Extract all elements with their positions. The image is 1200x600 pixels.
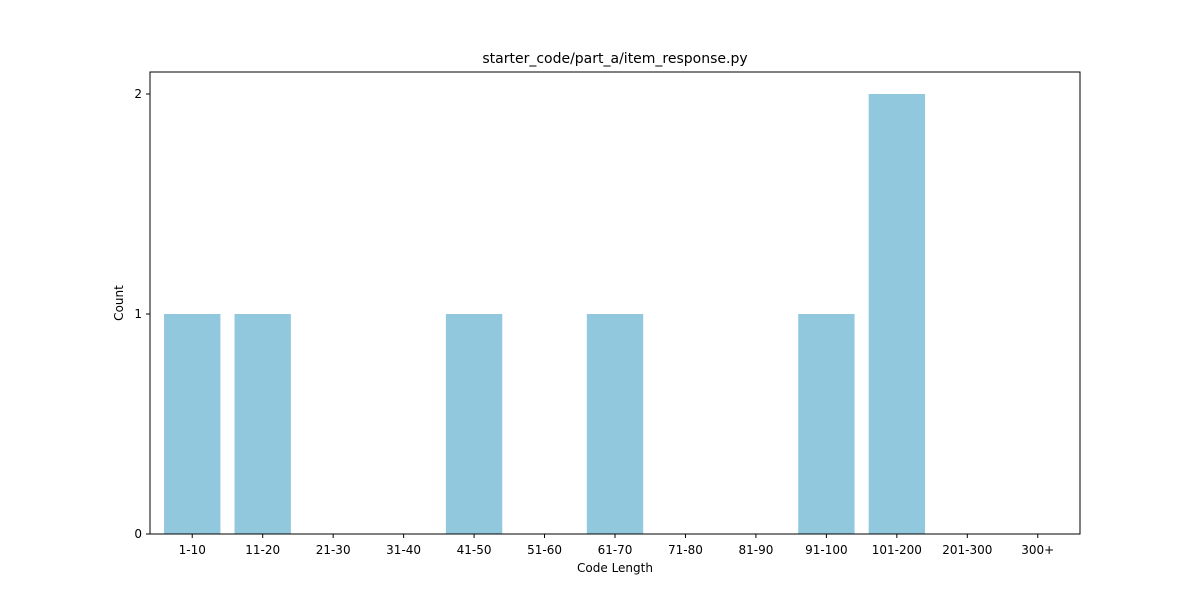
x-tick-label-21-30: 21-30: [316, 543, 351, 557]
bar-41-50: [445, 314, 503, 534]
bar-91-100: [798, 314, 855, 534]
bar-101-200: [868, 94, 926, 534]
x-tick-label-61-70: 61-70: [598, 543, 633, 557]
y-tick-label-1: 1: [134, 307, 142, 321]
x-tick-label-201-300: 201-300: [942, 543, 992, 557]
y-tick-label-2: 2: [134, 87, 142, 101]
bar-1-10: [164, 314, 221, 534]
chart-title: starter_code/part_a/item_response.py: [482, 51, 747, 67]
x-tick-label-41-50: 41-50: [457, 543, 492, 557]
x-tick-label-11-20: 11-20: [245, 543, 280, 557]
bar-11-20: [234, 314, 291, 534]
y-axis-ticks: 0 1 2: [134, 87, 150, 541]
x-tick-label-71-80: 71-80: [668, 543, 703, 557]
x-tick-label-91-100: 91-100: [805, 543, 848, 557]
x-tick-label-51-60: 51-60: [527, 543, 562, 557]
x-tick-label-300plus: 300+: [1021, 543, 1054, 557]
x-axis-ticks: 1-10 11-20 21-30 31-40 41-50 51-60 61-70 71-80 8…: [179, 534, 1054, 557]
bar-61-70: [586, 314, 644, 534]
x-tick-label-1-10: 1-10: [179, 543, 206, 557]
x-tick-label-81-90: 81-90: [738, 543, 773, 557]
y-axis-label: Count: [112, 285, 126, 321]
x-tick-label-31-40: 31-40: [386, 543, 421, 557]
x-axis-label: Code Length: [577, 561, 653, 575]
bars-layer: [164, 94, 926, 534]
x-tick-label-101-200: 101-200: [872, 543, 922, 557]
y-tick-label-0: 0: [134, 527, 142, 541]
